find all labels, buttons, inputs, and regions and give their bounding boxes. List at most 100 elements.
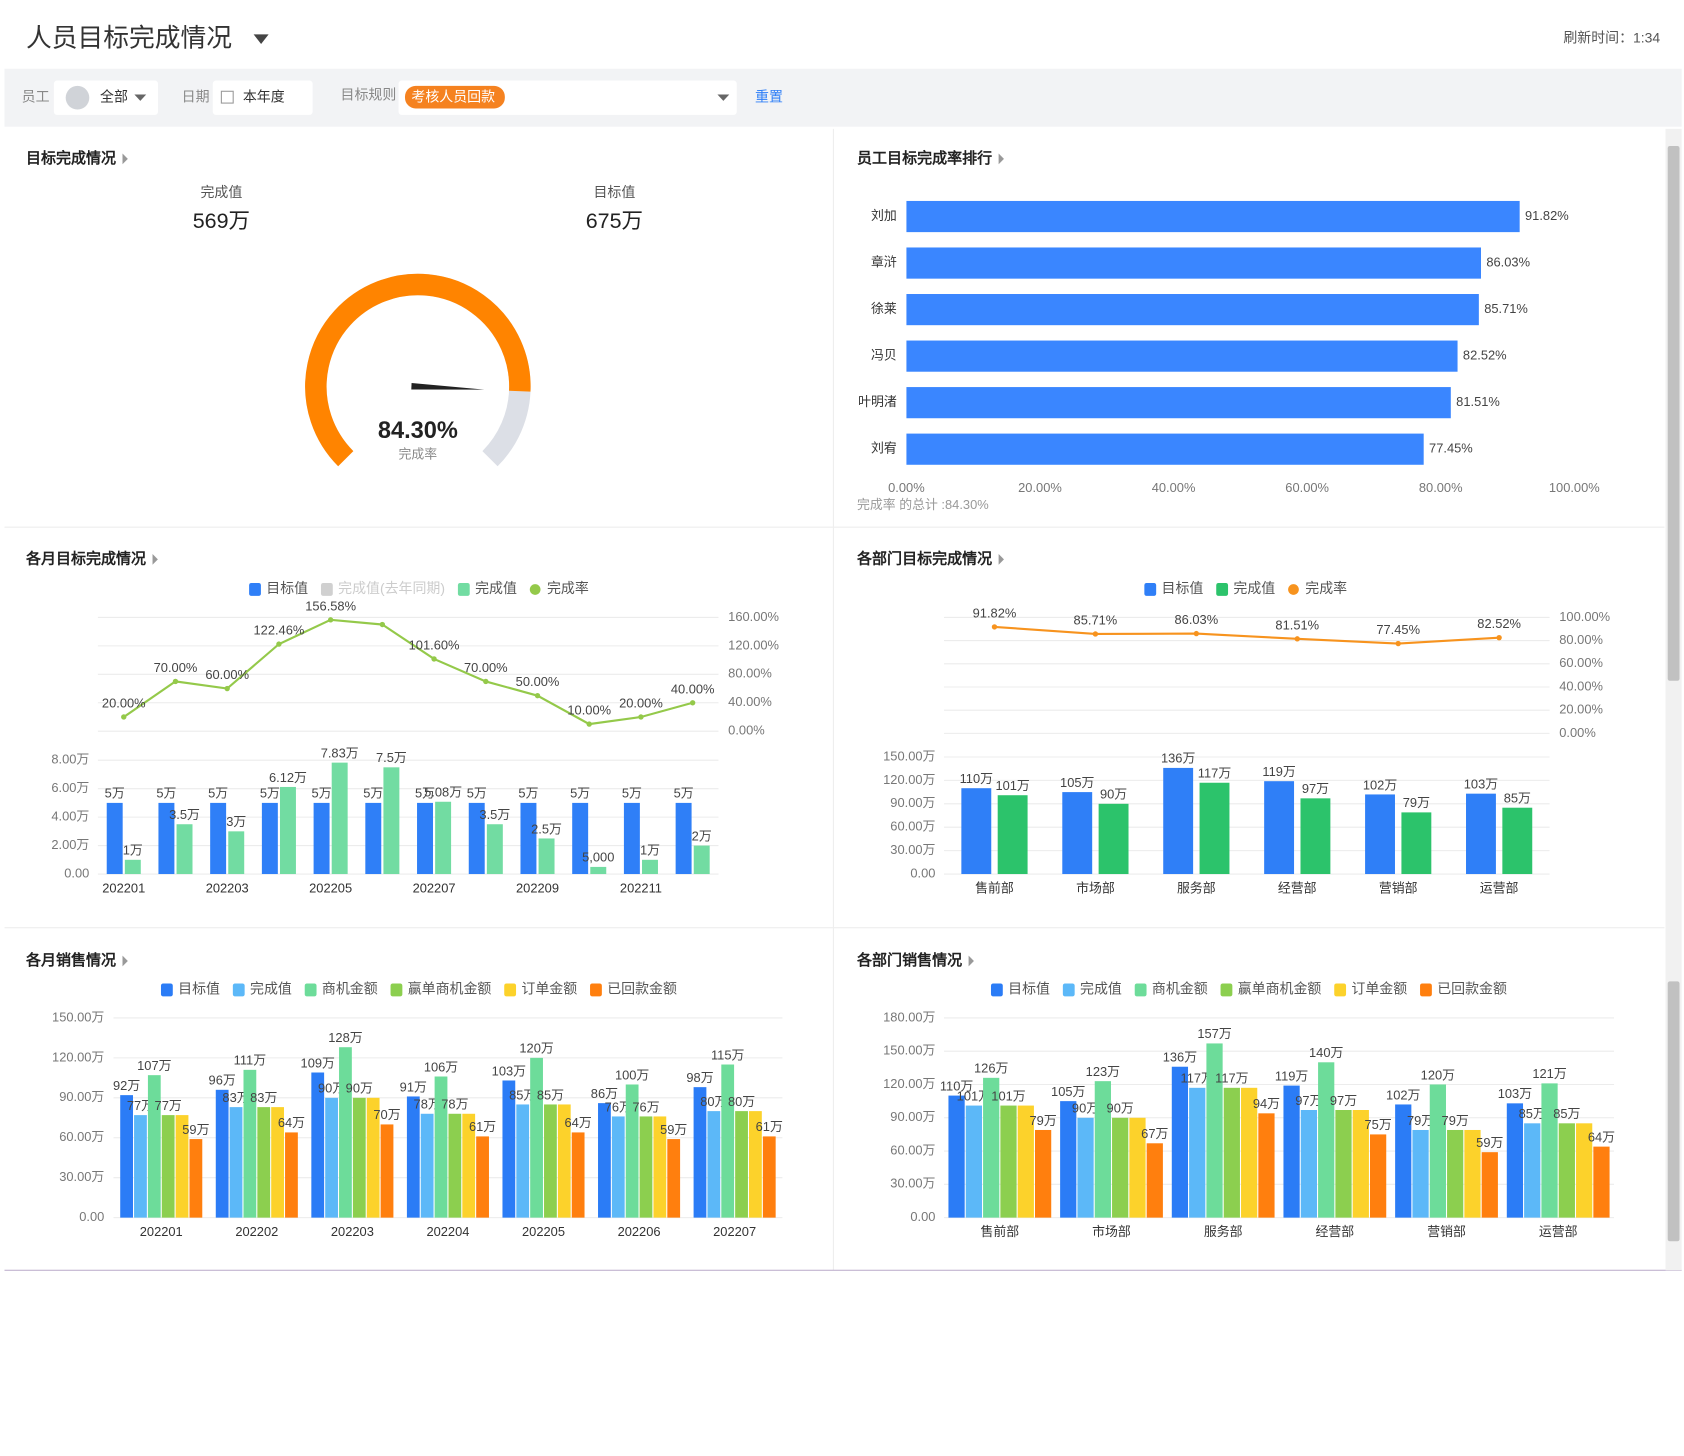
title-arrow: [998, 153, 1004, 165]
x-tick-label: 市场部: [1092, 1224, 1131, 1239]
y-tick-label: 150.00万: [52, 1009, 104, 1024]
value-label: 86.03%: [1486, 254, 1530, 269]
filter-label: 日期: [182, 88, 210, 104]
x-tick-label: 202201: [140, 1224, 183, 1239]
title-dropdown[interactable]: [253, 34, 269, 45]
value-label: 105万: [1051, 1084, 1085, 1099]
panel-title: 各部门销售情况: [856, 951, 962, 969]
bar: [557, 1104, 571, 1218]
y-tick-label: 150.00万: [883, 748, 935, 763]
scrollbar-thumb[interactable]: [1667, 146, 1680, 681]
value-label: 78万: [414, 1097, 441, 1112]
bar: [1112, 1117, 1129, 1218]
value-label: 111万: [234, 1053, 267, 1068]
panel-title: 各月销售情况: [25, 951, 116, 969]
value-label: 59万: [1476, 1135, 1503, 1150]
x-tick-label: 运营部: [1480, 880, 1519, 895]
bar: [1401, 812, 1432, 875]
bar: [1365, 794, 1395, 875]
bar: [653, 1116, 667, 1218]
value-label: 81.51%: [1456, 394, 1500, 409]
value-label: 85.71%: [1074, 612, 1118, 627]
value-label: 96万: [209, 1073, 236, 1088]
filter-label: 员工: [22, 88, 50, 104]
value-label: 101万: [991, 1088, 1025, 1103]
legend-label: 赢单商机金额: [1238, 981, 1322, 997]
value-label: 1万: [640, 843, 660, 858]
legend-marker: [1288, 584, 1299, 595]
legend-label: 赢单商机金额: [408, 981, 492, 997]
value-label: 119万: [1275, 1068, 1309, 1083]
legend-label: 商机金额: [322, 981, 378, 997]
bar: [161, 1115, 175, 1218]
x-tick-label: 100.00%: [1549, 480, 1600, 495]
bar: [965, 1105, 982, 1218]
value-label: 110万: [960, 771, 994, 786]
y-tick-label: 30.00万: [59, 1169, 104, 1184]
value-label: 7.83万: [321, 745, 359, 760]
value-label: 20.00%: [102, 696, 146, 711]
scrollbar-thumb[interactable]: [1667, 981, 1680, 1242]
bar: [1370, 1134, 1387, 1218]
line-point: [276, 641, 282, 647]
y-tick-label: 6.00万: [51, 780, 89, 795]
value-label: 117万: [1215, 1071, 1249, 1086]
bar: [1593, 1146, 1610, 1218]
line-point: [172, 678, 179, 685]
bar: [516, 1104, 530, 1218]
legend-marker: [529, 584, 541, 595]
y-tick-label: 0.00: [79, 1209, 104, 1224]
value-label: 67万: [1141, 1126, 1168, 1141]
bar: [502, 1080, 516, 1218]
bar: [1077, 1117, 1094, 1218]
value-label: 85万: [1519, 1106, 1546, 1121]
y-tick-label: 120.00万: [883, 1076, 935, 1091]
value-label: 79万: [1403, 795, 1430, 810]
date-select[interactable]: [212, 80, 313, 115]
legend-marker: [1420, 983, 1432, 997]
value-label: 86万: [591, 1086, 618, 1101]
x-tick-label: 营销部: [1379, 880, 1418, 895]
bar: [1098, 803, 1129, 875]
x-tick-label: 0.00%: [888, 480, 925, 495]
legend-marker: [304, 983, 317, 997]
x-tick-label: 202201: [102, 880, 145, 895]
value-label: 119万: [1262, 764, 1296, 779]
x-tick-label: 40.00%: [1152, 480, 1196, 495]
value-label: 110万: [940, 1078, 974, 1093]
x-tick-label: 售前部: [981, 1224, 1020, 1239]
legend-marker: [1144, 583, 1157, 596]
x-tick-label: 202206: [618, 1224, 661, 1239]
rule-tag: [404, 85, 505, 109]
value-label: 83万: [222, 1090, 249, 1105]
value-label: 79万: [1442, 1113, 1469, 1128]
bar: [948, 1095, 965, 1218]
bar: [530, 1057, 543, 1218]
bar: [1189, 1087, 1206, 1218]
reset-button[interactable]: 重置: [755, 88, 783, 104]
legend-label: 目标值: [1008, 981, 1050, 997]
gauge-name: 完成率: [399, 447, 438, 462]
legend-label: 完成率: [547, 580, 589, 596]
value-label: 50.00%: [516, 674, 560, 689]
y-tick-label: 120.00万: [52, 1049, 104, 1064]
legend-label: 订单金额: [521, 981, 577, 997]
value-label: 85万: [537, 1087, 564, 1102]
value-label: 75万: [1365, 1117, 1392, 1132]
legend-label: 完成值: [250, 981, 292, 997]
value-label: 61万: [469, 1119, 496, 1134]
calendar-icon: [220, 90, 234, 104]
legend-marker: [232, 983, 245, 997]
bar: [1258, 1113, 1275, 1218]
value-label: 101万: [957, 1088, 991, 1103]
bar: [1034, 1129, 1052, 1218]
x-tick-label: 202207: [713, 1224, 756, 1239]
bar: [257, 1107, 271, 1218]
line-point: [991, 624, 998, 630]
dropdown-arrow: [717, 94, 730, 101]
bar: [383, 767, 400, 875]
value-label: 91万: [400, 1079, 427, 1094]
value-label: 70.00%: [464, 660, 508, 675]
x-tick-label: 202202: [235, 1224, 278, 1239]
y-tick-label: 30.00万: [890, 842, 935, 857]
